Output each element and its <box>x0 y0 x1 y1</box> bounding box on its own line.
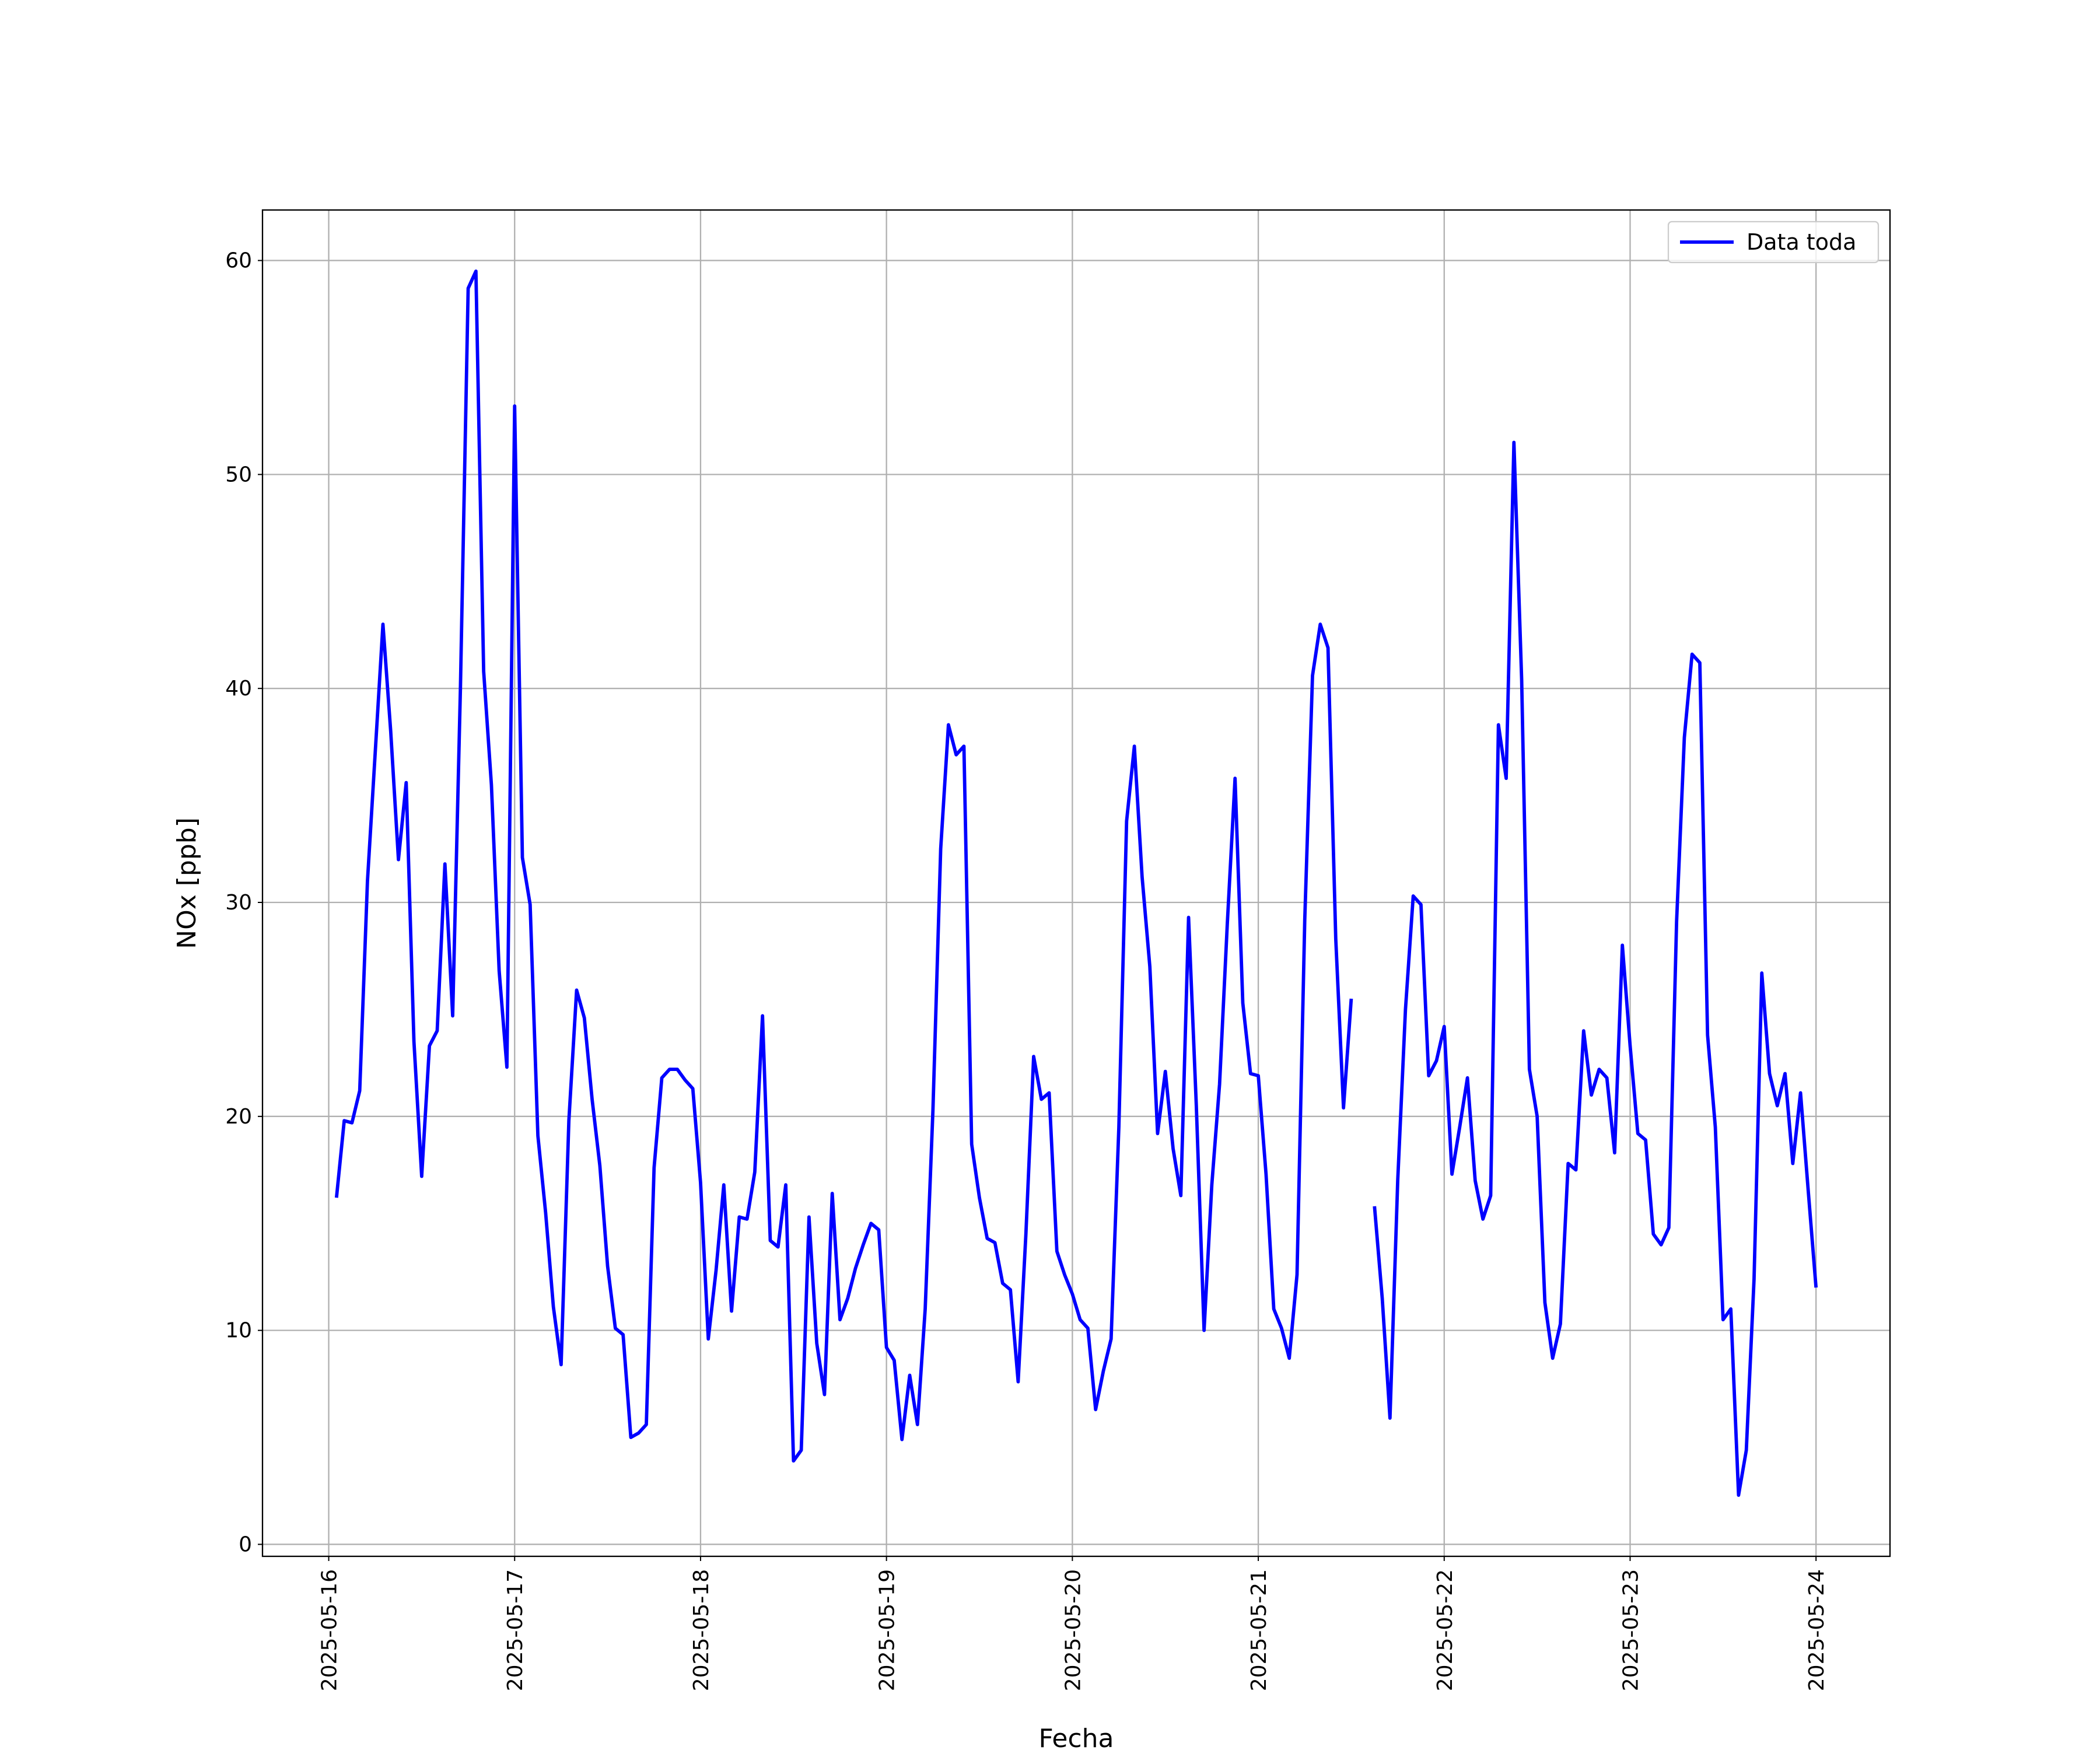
x-tick-label: 2025-05-19 <box>876 1569 900 1691</box>
x-tick-label: 2025-05-17 <box>503 1569 527 1691</box>
x-tick-label: 2025-05-16 <box>318 1569 342 1691</box>
y-tick-label: 0 <box>239 1532 252 1556</box>
x-tick-label: 2025-05-20 <box>1061 1569 1085 1691</box>
legend: Data toda <box>1667 220 1880 264</box>
x-tick-label: 2025-05-22 <box>1433 1569 1457 1691</box>
x-tick-label: 2025-05-18 <box>690 1569 713 1691</box>
legend-label: Data toda <box>1746 229 1856 255</box>
y-tick-label: 30 <box>225 891 252 915</box>
x-axis-label: Fecha <box>1038 1724 1114 1750</box>
x-tick-label: 2025-05-24 <box>1805 1569 1829 1691</box>
y-tick-label: 60 <box>225 249 252 273</box>
y-tick-label: 20 <box>225 1105 252 1129</box>
data-line <box>334 270 1818 1497</box>
y-tick-label: 50 <box>225 463 252 487</box>
x-tick-label: 2025-05-23 <box>1619 1569 1643 1691</box>
y-tick-label: 40 <box>225 677 252 701</box>
plot-frame <box>261 209 1891 1558</box>
x-tick-label: 2025-05-21 <box>1247 1569 1271 1691</box>
y-tick-label: 10 <box>225 1319 252 1343</box>
y-axis-label: NOx [ppb] <box>172 817 202 949</box>
legend-box <box>1667 220 1880 264</box>
